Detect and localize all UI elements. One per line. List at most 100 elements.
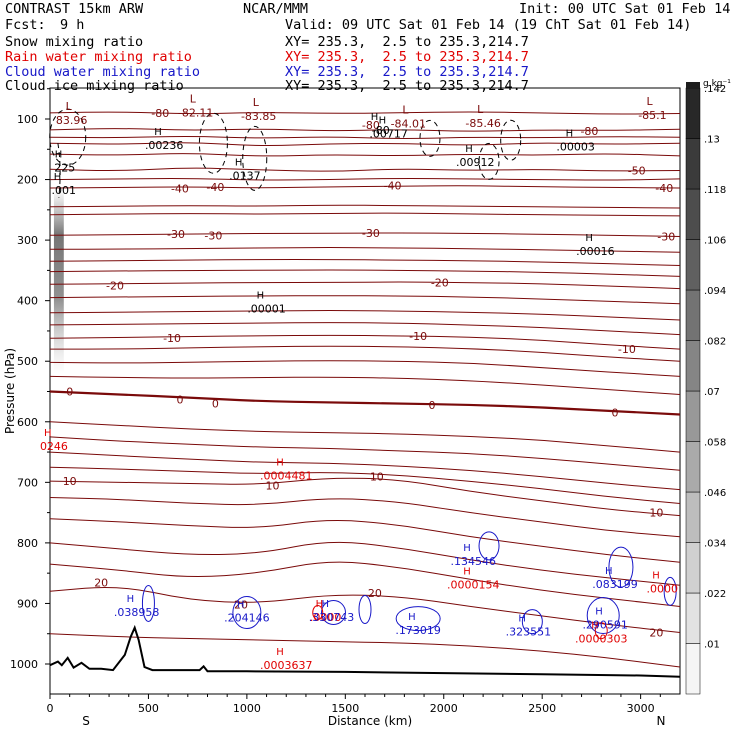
cloud-water-contour-7 — [608, 546, 634, 588]
temp-label-4: -40 — [171, 183, 189, 196]
chart-title: CONTRAST 15km ARW — [5, 1, 144, 17]
snow-max-value-3: .00003 — [556, 140, 595, 153]
cloud-water-contour-5 — [521, 609, 543, 635]
snow-max-value-8: .001 — [52, 184, 77, 197]
isotherm-line-19 — [49, 497, 681, 538]
colorbar-segment-5 — [685, 390, 701, 442]
snow-max-value-2: .00912 — [456, 156, 495, 169]
colorbar-tick-1: .022 — [704, 589, 726, 600]
isotherm-line-22 — [49, 561, 681, 607]
snow-max-value-7: 225 — [54, 161, 75, 174]
rain-max-marker-3: H — [276, 647, 284, 658]
temp-label-9: -30 — [204, 229, 222, 242]
rain-max-marker-0: H — [276, 458, 284, 469]
temp-label-22: 10 — [63, 475, 77, 488]
isotherm-line-6 — [50, 247, 681, 253]
temp-label-12: -20 — [106, 280, 124, 293]
cloud-water-max-value-0: .038958 — [114, 606, 160, 619]
colorbar-tick-3: .046 — [704, 488, 726, 499]
isotherm-line-23 — [49, 633, 681, 668]
y-tick-label-1: 200 — [17, 174, 38, 187]
x-tick-label-1: 500 — [138, 702, 159, 715]
colorbar-segment-1 — [685, 592, 701, 644]
isotherm-line-9 — [49, 295, 681, 305]
x-end-label-north: N — [657, 714, 666, 728]
temp-label-1: -80 — [580, 125, 598, 138]
temp-label-17: 0 — [66, 386, 73, 399]
rain-max-value-4: .0000 — [647, 582, 679, 595]
colorbar-unit: g kg⁻¹ — [703, 79, 731, 89]
low-marker-4: L — [477, 103, 484, 116]
model-center: NCAR/MMM — [243, 1, 309, 17]
cloud-water-max-value-2: .330743 — [309, 611, 355, 624]
isotherm-line-13 — [49, 360, 681, 377]
temp-label-20: 0 — [428, 399, 435, 412]
x-axis-label: Distance (km) — [328, 714, 412, 728]
snow-max-marker-8: H — [54, 172, 62, 183]
snow-max-marker-4: H — [235, 157, 243, 168]
rain-max-value-2: .0000303 — [575, 633, 628, 646]
cloud-water-contour-2 — [321, 600, 346, 626]
temp-label-10: -30 — [362, 227, 380, 240]
isotherm-line-8 — [49, 269, 681, 277]
cloud-water-contour-4 — [395, 606, 441, 632]
colorbar-tick-10: .13 — [704, 135, 720, 146]
low-value-1: -82.11 — [178, 107, 213, 120]
cloud-water-contour-0 — [141, 584, 155, 622]
temp-label-8: -30 — [167, 228, 185, 241]
x-tick-label-5: 2500 — [528, 702, 556, 715]
rain-max-marker-2: H — [591, 621, 599, 632]
terrain-profile — [49, 624, 681, 678]
cloud-water-max-marker-7: H — [595, 607, 603, 618]
y-axis-label: Pressure (hPa) — [3, 348, 17, 434]
low-value-0: 83.96 — [56, 114, 88, 127]
isotherm-line-4 — [49, 204, 681, 209]
colorbar-segment-0 — [685, 643, 701, 695]
snow-max-value-0: .00236 — [145, 139, 184, 152]
temp-label-3: -50 — [628, 164, 646, 177]
field-xy-snow: XY= 235.3, 2.5 to 235.3,214.7 — [285, 34, 529, 50]
temp-label-25: 10 — [649, 507, 663, 520]
isotherm-line-11 — [49, 322, 681, 336]
rain-max-value-1: .0000154 — [447, 579, 500, 592]
isotherm-line-3 — [49, 178, 681, 181]
x-tick-label-6: 3000 — [627, 702, 655, 715]
temp-label-19: 0 — [212, 398, 219, 411]
cloud-water-contour-3 — [358, 595, 372, 624]
snow-max-marker-7: H — [55, 149, 63, 160]
temp-label-26: 20 — [94, 576, 108, 589]
y-tick-label-4: 500 — [17, 355, 38, 368]
colorbar-tick-4: .058 — [704, 438, 726, 449]
colorbar: .01 .022 .034 .046 .058 .07 .082 .094 .106 .118 .1… — [685, 79, 731, 695]
rain-contours — [312, 605, 608, 640]
cloud-water-contours — [141, 531, 677, 635]
isotherm--70 — [49, 142, 681, 146]
contour-labels: -80-80-80-50-40 -40 -40 -40-30 -30 -30 -30-20-… — [40, 93, 678, 672]
cloud-water-contour-8 — [586, 597, 620, 635]
field-name-cloud-ice: Cloud ice mixing ratio — [5, 78, 184, 94]
field-name-cloud-water: Cloud water mixing ratio — [5, 64, 201, 80]
colorbar-segment-11 — [685, 87, 701, 139]
rain-max-marker-5: H — [316, 599, 324, 610]
colorbar-tick-11: .142 — [704, 84, 726, 95]
low-marker-2: L — [253, 96, 260, 109]
y-tick-label-5: 600 — [17, 416, 38, 429]
y-tick-label-9: 1000 — [10, 658, 38, 671]
snow-contour-4 — [500, 119, 522, 161]
cloud-water-max-marker-5: H — [463, 543, 471, 554]
snow-max-marker-2: H — [465, 144, 473, 155]
snow-max-value-4: .0137 — [229, 169, 261, 182]
colorbar-top — [686, 82, 700, 88]
temp-label-18: 0 — [176, 393, 183, 406]
terrain-line — [49, 624, 681, 678]
rain-max-value-3: .0003637 — [260, 659, 313, 672]
low-value-5: -85.1 — [638, 109, 666, 122]
low-marker-5: L — [646, 95, 653, 108]
snow-max-marker-9: H — [371, 112, 379, 123]
x-tick-label-4: 2000 — [430, 702, 458, 715]
temp-label-14: -10 — [163, 332, 181, 345]
isotherm--50 — [49, 167, 681, 172]
snow-max-value-6: .00001 — [247, 303, 286, 316]
cloud-water-max-value-5: .134546 — [451, 555, 497, 568]
